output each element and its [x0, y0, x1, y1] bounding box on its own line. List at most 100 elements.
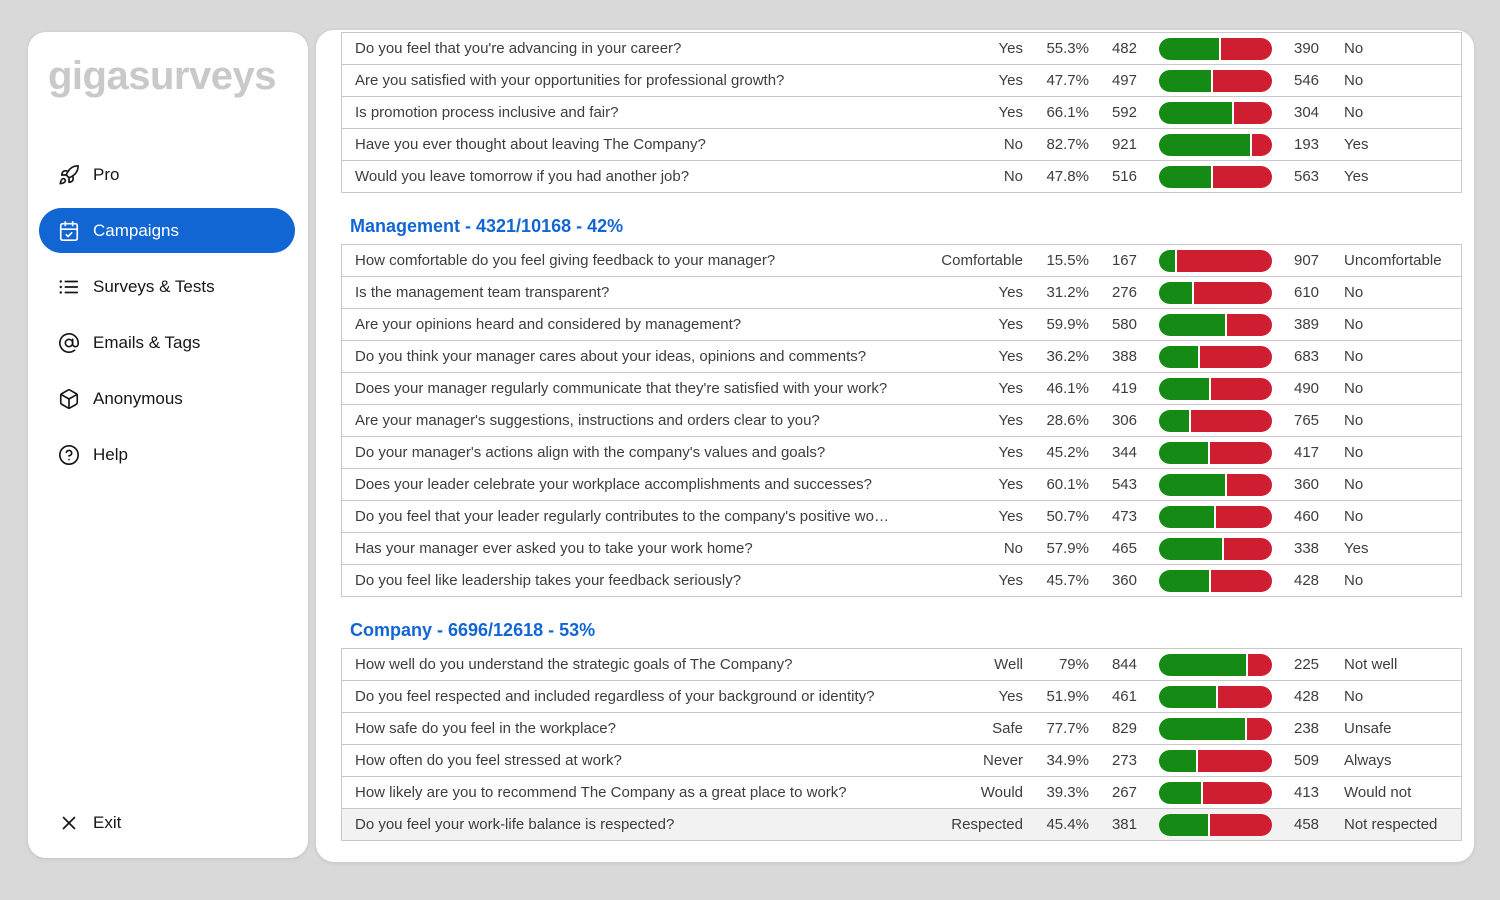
calendar-check-icon — [58, 220, 93, 242]
result-bar — [1159, 569, 1272, 592]
answer-count-left: 419 — [1111, 380, 1137, 397]
answer-label-left: Yes — [998, 380, 1023, 397]
sidebar-item-pro[interactable]: Pro — [39, 152, 295, 197]
result-bar — [1159, 409, 1272, 432]
answer-count-right: 683 — [1294, 348, 1320, 365]
results-table: Do you feel that you're advancing in you… — [341, 32, 1462, 193]
table-row: Are your opinions heard and considered b… — [342, 308, 1461, 340]
survey-section: Do you feel that you're advancing in you… — [341, 32, 1462, 193]
sidebar-item-campaigns[interactable]: Campaigns — [39, 208, 295, 253]
answer-count-left: 543 — [1111, 476, 1137, 493]
answer-label-left: No — [1003, 540, 1023, 557]
answer-count-left: 516 — [1111, 168, 1137, 185]
result-bar — [1159, 313, 1272, 336]
table-row: How well do you understand the strategic… — [342, 648, 1461, 680]
answer-count-left: 482 — [1111, 40, 1137, 57]
bar-negative-segment — [1248, 653, 1272, 676]
table-row: Are you satisfied with your opportunitie… — [342, 64, 1461, 96]
question-text: Are your opinions heard and considered b… — [355, 316, 742, 333]
answer-count-right: 390 — [1294, 40, 1320, 57]
answer-label-left: Respected — [951, 816, 1023, 833]
table-row: Are your manager's suggestions, instruct… — [342, 404, 1461, 436]
answer-label-right: Unsafe — [1344, 720, 1392, 737]
app-logo: gigasurveys — [48, 54, 276, 98]
question-text: Do you feel like leadership takes your f… — [355, 572, 742, 589]
bar-negative-segment — [1191, 409, 1272, 432]
table-row: How comfortable do you feel giving feedb… — [342, 244, 1461, 276]
question-text: Is promotion process inclusive and fair? — [355, 104, 619, 121]
result-bar — [1159, 101, 1272, 124]
sidebar-item-label: Help — [93, 444, 128, 464]
table-row: Do you think your manager cares about yo… — [342, 340, 1461, 372]
bar-positive-segment — [1159, 717, 1247, 740]
answer-count-left: 592 — [1111, 104, 1137, 121]
bar-positive-segment — [1159, 249, 1177, 272]
answer-count-left: 497 — [1111, 72, 1137, 89]
answer-count-right: 428 — [1294, 688, 1320, 705]
sidebar-item-surveys-tests[interactable]: Surveys & Tests — [39, 264, 295, 309]
answer-count-right: 360 — [1294, 476, 1320, 493]
answer-percentage: 45.7% — [1046, 572, 1089, 589]
table-row: How likely are you to recommend The Comp… — [342, 776, 1461, 808]
question-text: Do you feel that you're advancing in you… — [355, 40, 682, 57]
answer-count-left: 167 — [1111, 252, 1137, 269]
results-sections: Do you feel that you're advancing in you… — [341, 32, 1462, 841]
question-text: How likely are you to recommend The Comp… — [355, 784, 847, 801]
bar-negative-segment — [1194, 281, 1272, 304]
answer-count-left: 844 — [1111, 656, 1137, 673]
answer-label-right: Not well — [1344, 656, 1398, 673]
answer-label-right: Would not — [1344, 784, 1412, 801]
answer-label-left: Yes — [998, 104, 1023, 121]
answer-percentage: 77.7% — [1046, 720, 1089, 737]
table-row: Do you feel like leadership takes your f… — [342, 564, 1461, 596]
result-bar — [1159, 165, 1272, 188]
sidebar-item-label: Surveys & Tests — [93, 276, 215, 296]
answer-label-left: Yes — [998, 316, 1023, 333]
results-panel: Do you feel that you're advancing in you… — [316, 30, 1474, 862]
question-text: How comfortable do you feel giving feedb… — [355, 252, 776, 269]
bar-negative-segment — [1217, 685, 1272, 708]
bar-positive-segment — [1159, 101, 1234, 124]
answer-label-left: Yes — [998, 688, 1023, 705]
result-bar — [1159, 69, 1272, 92]
answer-label-right: No — [1344, 348, 1364, 365]
bar-negative-segment — [1233, 101, 1272, 124]
result-bar — [1159, 377, 1272, 400]
answer-percentage: 31.2% — [1046, 284, 1089, 301]
answer-count-left: 465 — [1111, 540, 1137, 557]
answer-percentage: 55.3% — [1046, 40, 1089, 57]
sidebar-item-exit[interactable]: Exit — [39, 800, 295, 845]
answer-label-left: Never — [982, 752, 1023, 769]
answer-count-right: 460 — [1294, 508, 1320, 525]
answer-count-left: 461 — [1111, 688, 1137, 705]
answer-label-left: Yes — [998, 572, 1023, 589]
table-row: Is promotion process inclusive and fair?… — [342, 96, 1461, 128]
answer-label-right: Always — [1344, 752, 1392, 769]
answer-percentage: 50.7% — [1046, 508, 1089, 525]
answer-label-right: No — [1344, 316, 1364, 333]
answer-percentage: 39.3% — [1046, 784, 1089, 801]
sidebar-item-anonymous[interactable]: Anonymous — [39, 376, 295, 421]
answer-label-left: Yes — [998, 444, 1023, 461]
bar-negative-segment — [1224, 537, 1272, 560]
answer-count-left: 267 — [1111, 784, 1137, 801]
answer-label-left: Yes — [998, 476, 1023, 493]
answer-label-left: Yes — [998, 72, 1023, 89]
sidebar-item-emails-tags[interactable]: Emails & Tags — [39, 320, 295, 365]
bar-negative-segment — [1210, 441, 1272, 464]
answer-label-left: Safe — [992, 720, 1023, 737]
answer-label-right: No — [1344, 688, 1364, 705]
table-row: Does your manager regularly communicate … — [342, 372, 1461, 404]
question-text: How often do you feel stressed at work? — [355, 752, 622, 769]
answer-label-left: Yes — [998, 412, 1023, 429]
bar-positive-segment — [1159, 69, 1213, 92]
sidebar-item-label: Campaigns — [93, 220, 179, 240]
bar-positive-segment — [1159, 133, 1253, 156]
question-text: Does your leader celebrate your workplac… — [355, 476, 872, 493]
bar-negative-segment — [1226, 313, 1272, 336]
answer-label-left: No — [1003, 168, 1023, 185]
sidebar-item-label: Exit — [93, 812, 122, 832]
answer-label-right: No — [1344, 284, 1364, 301]
sidebar-item-help[interactable]: Help — [39, 432, 295, 477]
bar-positive-segment — [1159, 345, 1200, 368]
